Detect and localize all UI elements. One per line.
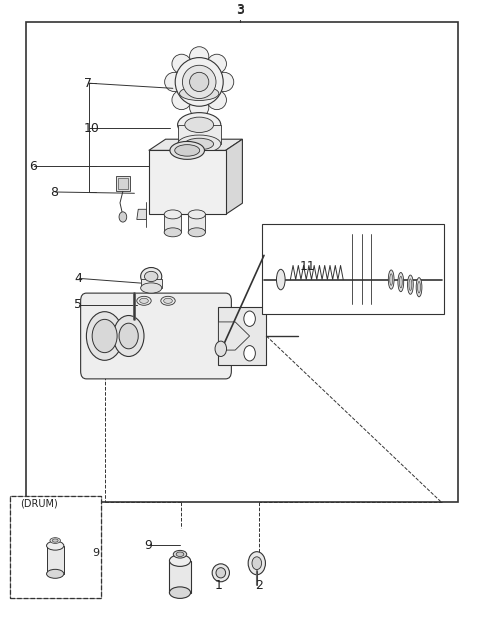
Text: 11: 11 [300,260,315,273]
Ellipse shape [178,113,221,137]
Ellipse shape [169,555,191,566]
Ellipse shape [212,564,229,582]
Text: (DRUM): (DRUM) [20,499,58,509]
Ellipse shape [188,228,205,237]
Ellipse shape [161,296,175,305]
Bar [116,176,130,191]
Circle shape [113,316,144,356]
Polygon shape [164,214,181,232]
Ellipse shape [172,90,191,109]
Ellipse shape [188,210,205,219]
Ellipse shape [180,86,219,100]
Ellipse shape [190,47,209,66]
Ellipse shape [170,141,204,159]
Ellipse shape [141,283,162,293]
Text: 10: 10 [84,122,100,134]
Ellipse shape [390,274,393,285]
Ellipse shape [47,570,64,579]
Circle shape [119,212,127,222]
Bar [118,178,128,189]
Circle shape [244,346,255,361]
Bar [262,224,444,314]
Circle shape [92,319,117,353]
FancyBboxPatch shape [81,293,231,379]
Ellipse shape [190,72,209,92]
Ellipse shape [398,273,404,292]
Text: 4: 4 [74,272,82,285]
Ellipse shape [409,279,412,291]
Ellipse shape [52,539,58,542]
Ellipse shape [169,587,191,598]
Ellipse shape [172,54,191,74]
Polygon shape [188,214,205,232]
Polygon shape [141,279,162,288]
Ellipse shape [216,568,226,578]
Ellipse shape [207,90,227,109]
Polygon shape [178,125,221,144]
Ellipse shape [178,135,221,153]
Polygon shape [218,307,266,365]
Polygon shape [169,561,191,593]
Ellipse shape [182,65,216,99]
Bar [10,496,101,598]
Text: 5: 5 [74,298,83,311]
Ellipse shape [47,541,64,550]
Ellipse shape [418,282,420,293]
Ellipse shape [140,298,148,303]
Ellipse shape [399,276,402,288]
Ellipse shape [144,271,158,282]
Ellipse shape [207,54,227,74]
Ellipse shape [215,72,234,92]
Circle shape [119,323,138,349]
Text: 9: 9 [144,539,152,552]
Circle shape [248,552,265,575]
Ellipse shape [388,270,394,289]
Ellipse shape [50,538,60,543]
Polygon shape [226,140,242,214]
Text: 8: 8 [50,186,59,198]
Ellipse shape [190,98,209,117]
Bar [149,150,226,214]
Polygon shape [137,209,146,220]
Ellipse shape [175,58,223,106]
Ellipse shape [185,117,214,132]
Ellipse shape [164,298,172,303]
Text: 7: 7 [84,77,92,90]
Ellipse shape [165,72,184,92]
Ellipse shape [137,296,151,305]
Ellipse shape [141,268,162,285]
Text: 3: 3 [236,3,244,16]
Bar [10,496,101,598]
Circle shape [252,557,262,570]
Ellipse shape [185,138,214,150]
Ellipse shape [164,210,181,219]
Ellipse shape [416,278,422,297]
Ellipse shape [164,228,181,237]
Circle shape [86,312,123,360]
Ellipse shape [175,145,200,156]
Bar [26,22,458,502]
Text: 2: 2 [255,579,263,592]
Ellipse shape [276,269,285,290]
Text: 9: 9 [92,548,99,558]
Polygon shape [149,140,242,150]
Ellipse shape [408,275,413,294]
Polygon shape [218,322,250,350]
Ellipse shape [176,552,184,556]
Text: 6: 6 [29,160,36,173]
Polygon shape [47,546,64,574]
Circle shape [244,311,255,326]
Ellipse shape [215,341,227,356]
Ellipse shape [173,550,187,558]
Text: 3: 3 [236,4,244,17]
Text: 1: 1 [215,579,222,592]
